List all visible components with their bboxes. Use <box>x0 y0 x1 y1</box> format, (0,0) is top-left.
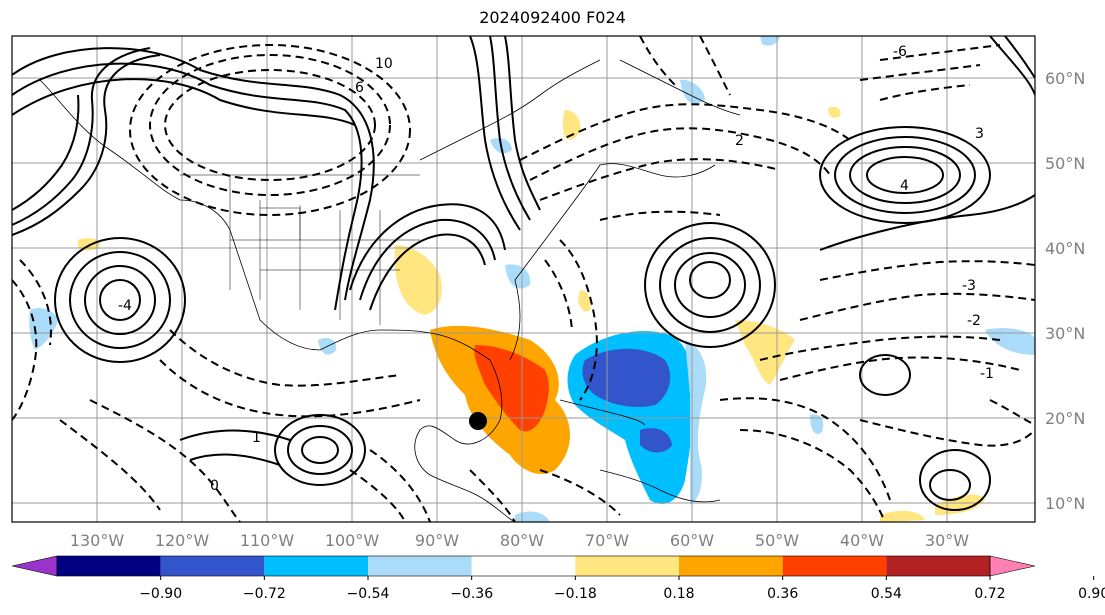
contour-label: 4 <box>900 178 909 194</box>
map-title: 2024092400 F024 <box>479 8 626 27</box>
lat-label: 20°N <box>1045 409 1085 428</box>
colorbar-outline <box>56 555 991 577</box>
colorbar-extend-high <box>989 555 1036 577</box>
lon-label: 40°W <box>840 531 884 550</box>
colorbar-segment <box>264 556 368 576</box>
contour-label: 10 <box>375 56 393 72</box>
lon-label: 100°W <box>325 531 380 550</box>
colorbar-label: 0.54 <box>871 586 902 602</box>
colorbar-label: −0.18 <box>554 586 597 602</box>
coastlines <box>39 59 741 522</box>
colorbar-label: 0.90 <box>1078 586 1105 602</box>
lon-label: 70°W <box>585 531 629 550</box>
contour-label: 6 <box>355 80 364 96</box>
longitude-labels: 130°W 120°W 110°W 100°W 90°W 80°W 70°W 6… <box>70 531 969 550</box>
colorbar-segment <box>471 556 576 576</box>
graticule <box>12 36 1035 522</box>
lat-label: 60°N <box>1045 69 1085 88</box>
contour-labels: 10 6 4 3 2 1 0 -1 -2 -3 -4 -6 <box>118 44 994 494</box>
colorbar-segment <box>57 556 161 576</box>
colorbar-label: 0.36 <box>767 586 798 602</box>
lon-label: 90°W <box>415 531 459 550</box>
latitude-labels: 60°N 50°N 40°N 30°N 20°N 10°N <box>1045 69 1085 513</box>
contour-label: -4 <box>118 298 132 314</box>
lat-label: 30°N <box>1045 324 1085 343</box>
lat-label: 10°N <box>1045 494 1085 513</box>
negative-contours <box>12 36 1035 522</box>
colorbar-label: 0.18 <box>663 586 694 602</box>
contour-label: -3 <box>962 278 976 294</box>
colorbar-segment <box>679 556 783 576</box>
colorbar-label: −0.90 <box>139 586 182 602</box>
colorbar-segment <box>368 556 472 576</box>
contour-label: 2 <box>735 133 744 149</box>
tropical-storm-center <box>469 412 487 430</box>
contour-label: 0 <box>210 478 219 494</box>
lon-label: 120°W <box>155 531 210 550</box>
lon-label: 80°W <box>500 531 544 550</box>
colorbar-segment <box>160 556 265 576</box>
lat-label: 40°N <box>1045 239 1085 258</box>
contour-label: 1 <box>252 430 261 446</box>
map-frame <box>11 35 1036 523</box>
colorbar-segment <box>575 556 679 576</box>
colorbar-segment <box>886 556 990 576</box>
state-borders <box>180 174 420 325</box>
colorbar-segment <box>782 556 887 576</box>
contour-label: -6 <box>893 44 907 60</box>
lat-label: 50°N <box>1045 154 1085 173</box>
colorbar: −0.90 −0.72 −0.54 −0.36 −0.18 0.18 0.36 0.54 0.7… <box>11 555 1105 602</box>
contour-label: -1 <box>980 366 994 382</box>
contour-label: 3 <box>975 126 984 142</box>
colorbar-label: −0.72 <box>243 586 286 602</box>
colorbar-label: −0.54 <box>347 586 390 602</box>
colorbar-label: −0.36 <box>450 586 493 602</box>
contour-label: -2 <box>967 313 981 329</box>
positive-contours <box>12 36 1035 511</box>
colorbar-label: 0.72 <box>974 586 1005 602</box>
anomaly-shading <box>29 36 1035 522</box>
lon-label: 110°W <box>240 531 295 550</box>
lon-label: 50°W <box>755 531 799 550</box>
colorbar-extend-low <box>11 555 58 577</box>
lon-label: 60°W <box>670 531 714 550</box>
lon-label: 30°W <box>925 531 969 550</box>
lon-label: 130°W <box>70 531 125 550</box>
